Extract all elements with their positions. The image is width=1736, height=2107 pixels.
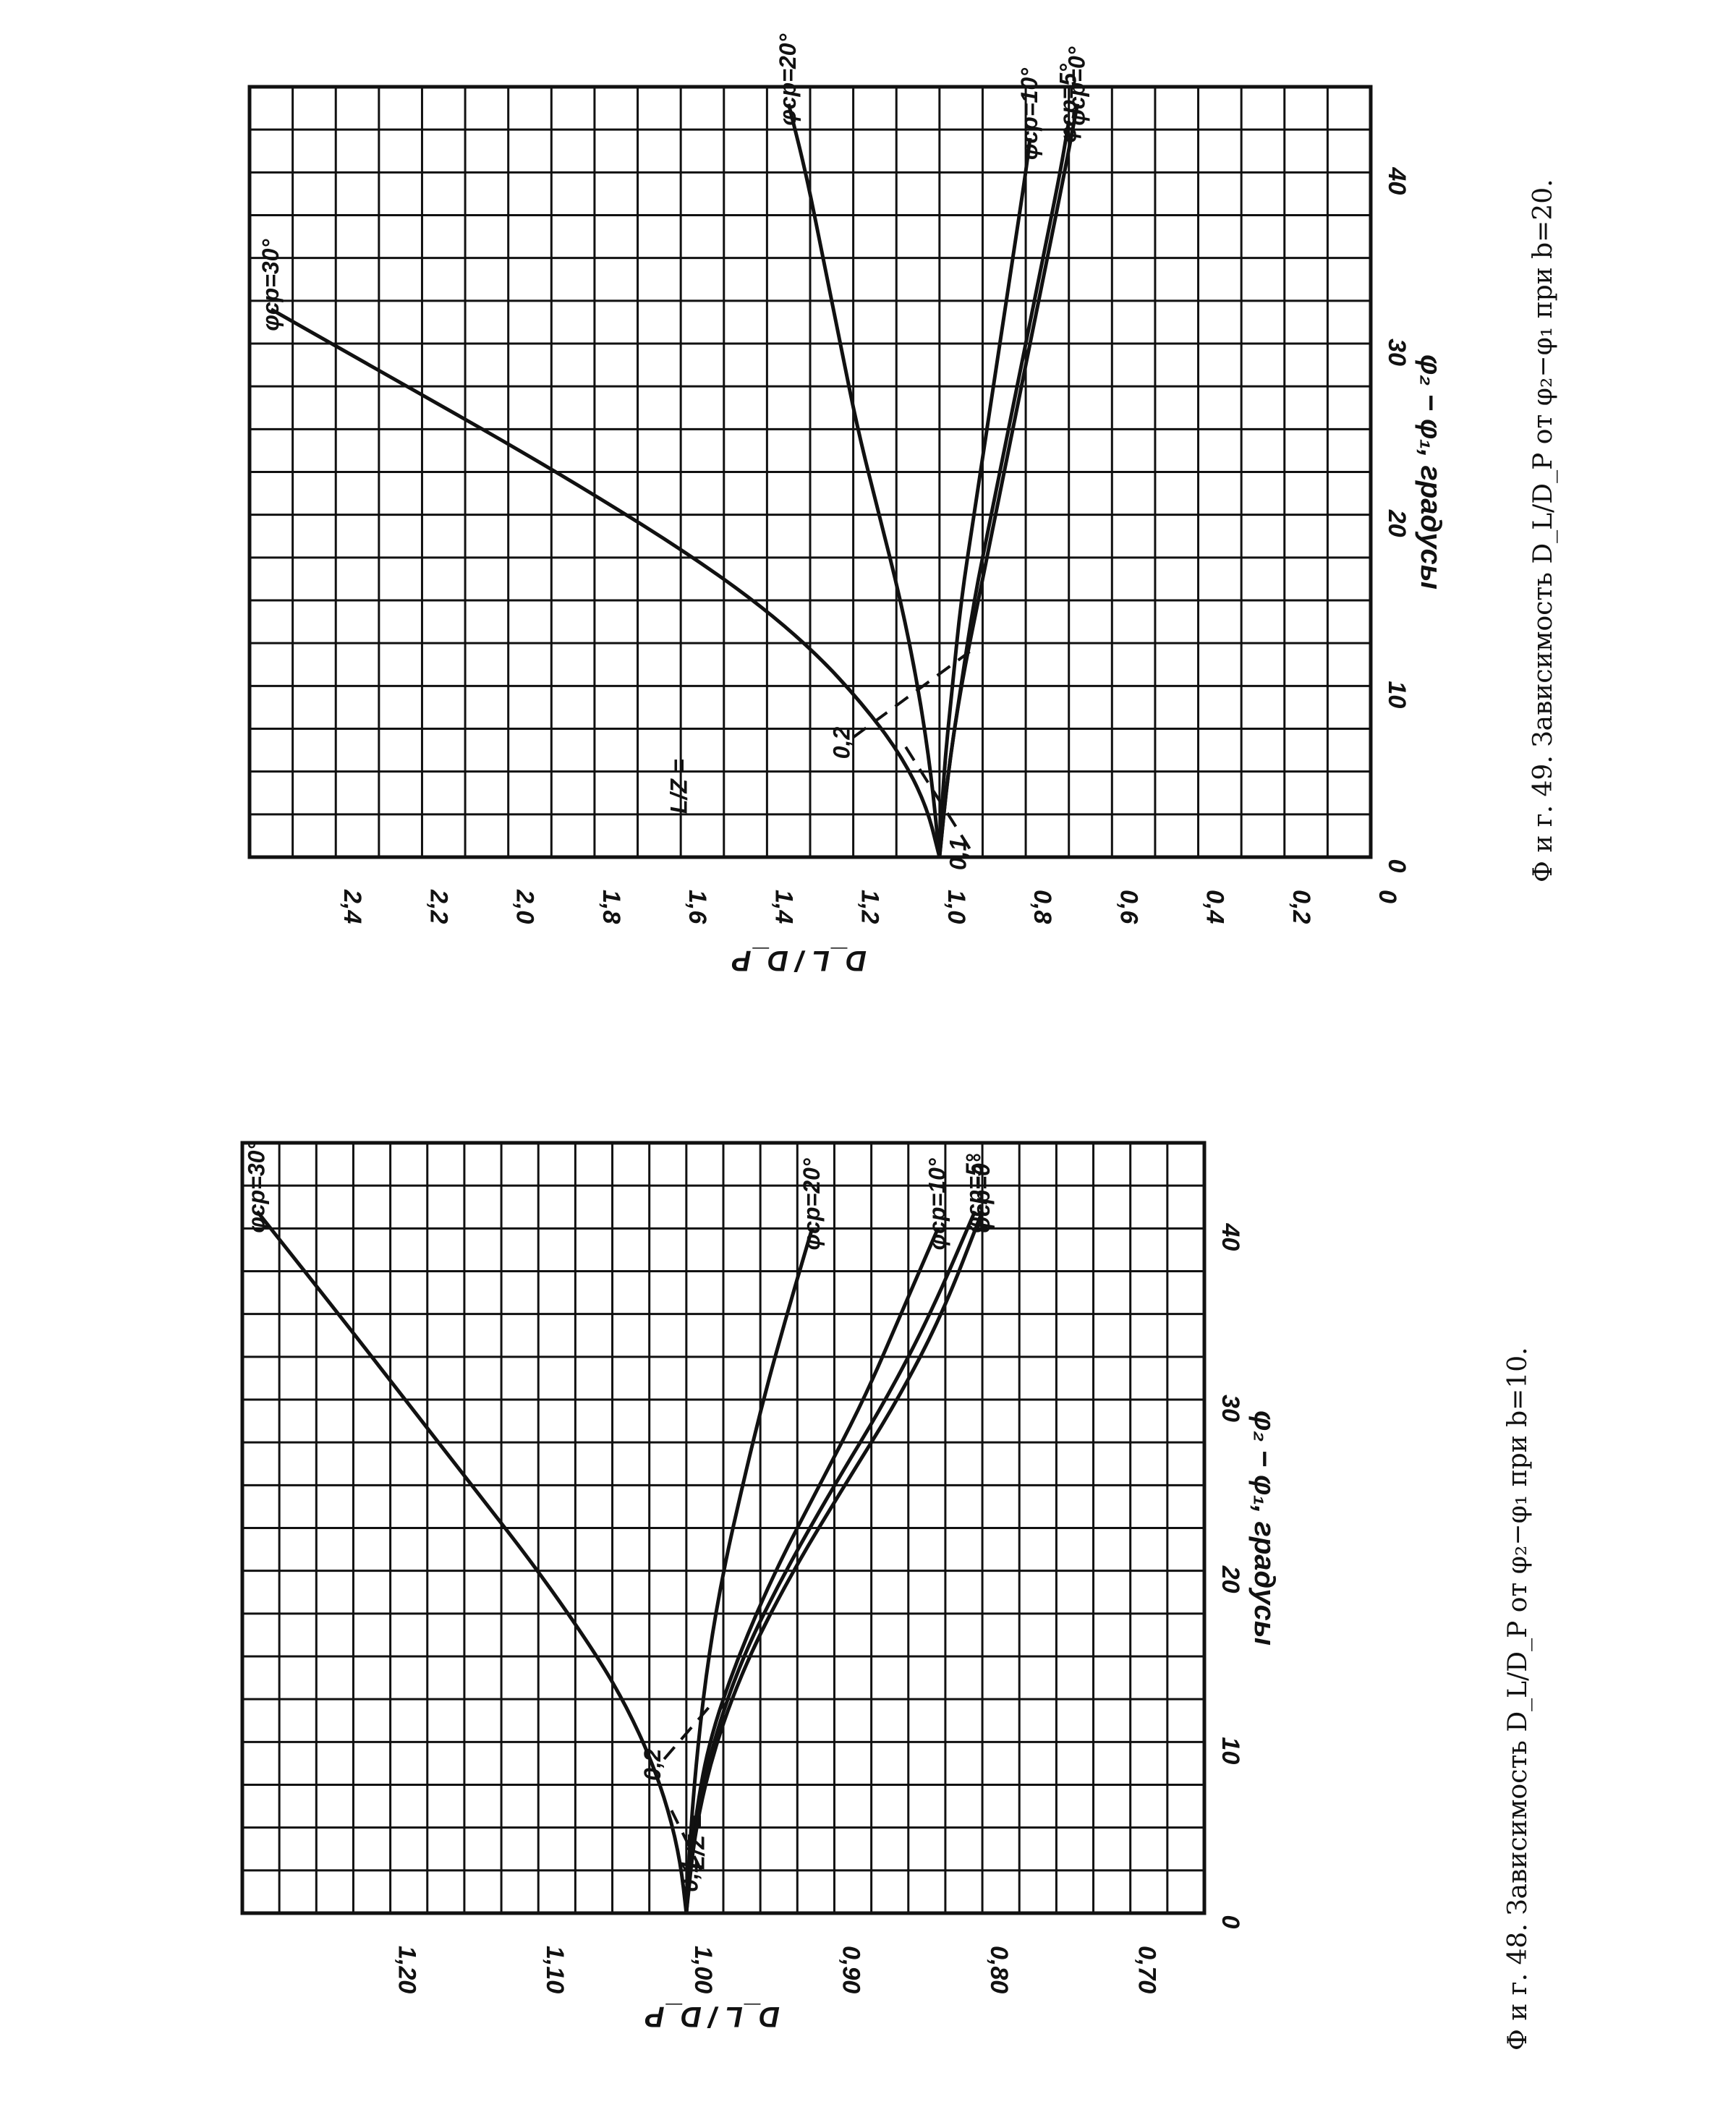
series-label: φср=5° (961, 1154, 987, 1233)
lz-value-label: 0,2 (829, 727, 855, 759)
x-axis-label: φ₂ − φ₁, градусы (1415, 354, 1447, 589)
fig49-caption: Ф и г. 49. Зависимость D_L/D_P от φ₂−φ₁ … (1528, 179, 1558, 882)
y-tick-label: 1,8 (597, 890, 625, 924)
y-tick-label: 1,10 (541, 1946, 569, 1993)
lz-line-0,2 (663, 1706, 710, 1761)
lz-line-0,1 (903, 745, 971, 850)
y-axis-label: D_L / D_P (732, 945, 867, 976)
x-tick-label: 20 (1217, 1565, 1244, 1593)
series-line-φср=0° (937, 103, 1080, 858)
y-tick-label: 0,90 (837, 1946, 864, 1993)
lz-line-0,1 (670, 1810, 703, 1871)
fig48-chart: 0,70 0,80 0,90 1,00 1,10 1,20 0 10 20 30 40 φ₂ − φ₁… (240, 1141, 1533, 2051)
y-tick-label: 2,2 (425, 889, 452, 924)
series-label: φср=0° (969, 1154, 995, 1233)
series-line-φср=30° (255, 1210, 689, 1914)
y-tick-label: 0,70 (1133, 1946, 1161, 1993)
lz-label: L/Z = (666, 759, 692, 814)
x-tick-label: 10 (1217, 1737, 1244, 1764)
series-label: φср=5° (1055, 64, 1081, 142)
fig48-frame (240, 1141, 1207, 1915)
x-tick-label: 0 (1217, 1915, 1244, 1929)
series-label: φср=10° (1016, 68, 1042, 160)
y-tick-label: 2,0 (511, 889, 539, 924)
series-label: φср=30° (258, 239, 284, 331)
y-tick-label: 1,4 (770, 890, 797, 924)
series-label: φср=20° (799, 1158, 825, 1250)
series-line-φср=20° (786, 103, 942, 858)
fig49-frame (247, 85, 1373, 859)
series-line-φср=30° (270, 307, 942, 858)
y-tick-label: 0,4 (1201, 890, 1229, 924)
y-tick-label: 0,80 (985, 1946, 1013, 1993)
x-tick-label: 20 (1383, 509, 1410, 537)
y-tick-label: 0,6 (1115, 890, 1142, 924)
y-axis-label: D_L / D_P (645, 2001, 780, 2032)
x-tick-label: 40 (1383, 166, 1410, 195)
y-tick-label: 1,0 (943, 890, 970, 924)
fig48-caption: Ф и г. 48. Зависимость D_L/D_P от φ₂−φ₁ … (1503, 1347, 1533, 2051)
lz-value-label: 0,2 (639, 1748, 665, 1781)
lz-value-label: 0,1 (945, 838, 971, 870)
y-tick-label: 0,2 (1288, 890, 1315, 924)
series-line-φср=20° (684, 1227, 814, 1914)
x-tick-label: 30 (1383, 339, 1410, 366)
series-label: φср=20° (775, 34, 801, 126)
x-tick-label: 40 (1217, 1222, 1244, 1251)
series-line-φср=5° (684, 1210, 977, 1914)
series-line-φср=10° (937, 137, 1032, 858)
fig49-chart: 0 0,2 0,4 0,6 0,8 1,0 1,2 1,4 1,6 1,8 2,0 2,2 2,4 0 10… (247, 34, 1558, 976)
x-tick-label: 10 (1383, 681, 1410, 708)
lz-value-label: 0,1 (676, 1860, 702, 1891)
x-tick-label: 30 (1217, 1395, 1244, 1422)
x-tick-label: 0 (1383, 859, 1410, 873)
y-tick-label: 1,00 (689, 1946, 717, 1993)
fig49-grid (248, 85, 1372, 859)
y-tick-label: 1,20 (393, 1946, 421, 1993)
lz-label: L/Z = (683, 1815, 709, 1870)
y-tick-label: 0,8 (1029, 890, 1056, 924)
series-label: φср=10° (924, 1158, 950, 1250)
series-label: φср=0° (1064, 46, 1090, 125)
y-tick-label: 1,2 (856, 890, 884, 924)
series-line-φср=0° (684, 1210, 984, 1914)
x-axis-label: φ₂ − φ₁, градусы (1248, 1410, 1280, 1646)
y-tick-label: 1,6 (684, 890, 711, 924)
series-line-φср=5° (937, 120, 1071, 858)
fig48-grid (241, 1141, 1206, 1915)
series-label: φср=30° (243, 1141, 269, 1233)
y-tick-label: 2,4 (339, 889, 366, 924)
y-tick-label: 0 (1374, 890, 1401, 903)
